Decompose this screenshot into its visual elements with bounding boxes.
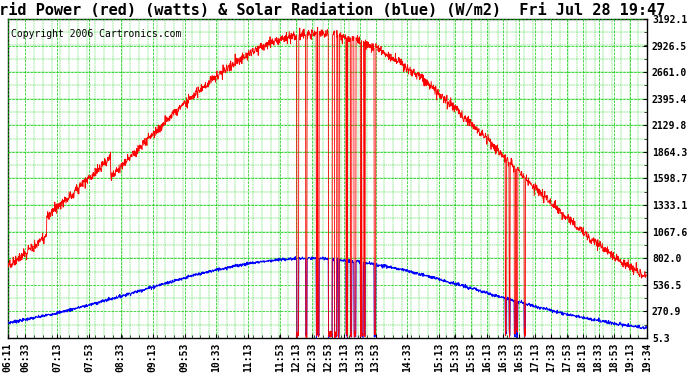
Text: Copyright 2006 Cartronics.com: Copyright 2006 Cartronics.com — [11, 28, 181, 39]
Title: Grid Power (red) (watts) & Solar Radiation (blue) (W/m2)  Fri Jul 28 19:47: Grid Power (red) (watts) & Solar Radiati… — [0, 3, 665, 18]
